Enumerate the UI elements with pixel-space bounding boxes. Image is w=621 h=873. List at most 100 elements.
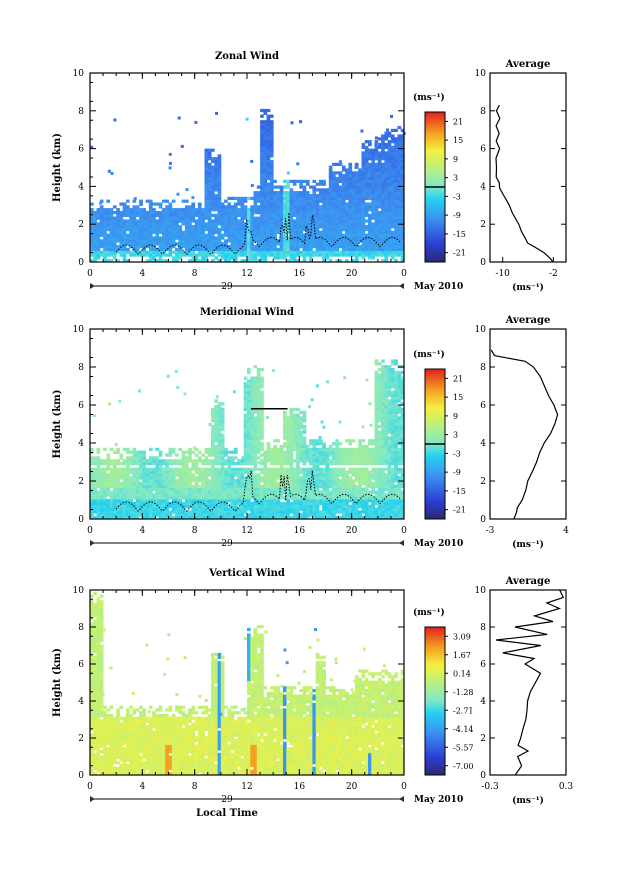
- heatmap-cell: [230, 225, 235, 229]
- heatmap-cell: [256, 242, 261, 246]
- heatmap-cell: [302, 456, 307, 460]
- heatmap-cell: [296, 213, 300, 217]
- heatmap-cell: [181, 481, 186, 486]
- heatmap-cell: [364, 182, 369, 186]
- heatmap-cell: [175, 228, 179, 232]
- heatmap-cell: [260, 510, 264, 514]
- heatmap-cell: [148, 219, 153, 223]
- heatmap-cell: [148, 199, 153, 203]
- heatmap-cell: [273, 230, 277, 234]
- heatmap-cell: [397, 208, 402, 212]
- heatmap-cell: [197, 490, 202, 494]
- heatmap-cell: [247, 499, 251, 503]
- heatmap-cell: [175, 499, 179, 503]
- heatmap-cell: [279, 450, 284, 454]
- heatmap-cell: [220, 213, 225, 217]
- heatmap-cell: [253, 199, 258, 203]
- heatmap-cell: [325, 464, 330, 469]
- heatmap-cell: [175, 510, 179, 514]
- heatmap-cell: [139, 513, 143, 517]
- heatmap-cell: [263, 182, 268, 186]
- heatmap-cell: [279, 225, 284, 229]
- heatmap-cell: [263, 476, 268, 480]
- heatmap-cell: [233, 513, 238, 517]
- heatmap-cell: [296, 467, 300, 471]
- heatmap-cell: [112, 459, 117, 463]
- y-tick-label: 2: [78, 220, 84, 230]
- heatmap-cell: [283, 462, 287, 466]
- heatmap-cell: [145, 467, 150, 471]
- heatmap-cell: [312, 236, 317, 240]
- heatmap-cell: [148, 456, 153, 460]
- heatmap-cell: [155, 504, 160, 509]
- heatmap-cell: [309, 247, 313, 251]
- heatmap-cell: [250, 487, 254, 491]
- heatmap-cell: [312, 513, 317, 517]
- heatmap-cell: [361, 242, 366, 246]
- heatmap-cell: [260, 174, 264, 178]
- heatmap-cell: [335, 188, 339, 192]
- heatmap-cell: [292, 182, 297, 186]
- heatmap-cell: [263, 507, 268, 511]
- heatmap-cell: [381, 168, 385, 172]
- heatmap-cell: [289, 236, 294, 240]
- heatmap-cell: [260, 484, 264, 488]
- heatmap-cell: [90, 239, 94, 243]
- heatmap-cell: [139, 496, 143, 500]
- heatmap-cell: [351, 504, 356, 509]
- heatmap-cell: [184, 216, 189, 220]
- heatmap-cell: [315, 464, 320, 469]
- heatmap-cell: [103, 510, 107, 514]
- heatmap-cell: [364, 202, 369, 206]
- heatmap-cell: [99, 479, 104, 483]
- heatmap-cell: [106, 456, 111, 460]
- heatmap-cell: [338, 467, 343, 471]
- heatmap-cell: [263, 484, 268, 488]
- heatmap-cell: [292, 256, 297, 260]
- heatmap-cell: [99, 213, 104, 217]
- heatmap-cell: [322, 473, 326, 477]
- heatmap-cell: [266, 145, 271, 149]
- heatmap-cell: [207, 481, 212, 486]
- heatmap-cell: [253, 501, 258, 506]
- heatmap-cell: [371, 236, 375, 240]
- heatmap-cell: [332, 470, 336, 474]
- heatmap-cell: [168, 216, 173, 220]
- heatmap-cell: [341, 253, 346, 257]
- heatmap-cell: [269, 250, 274, 254]
- heatmap-cell: [171, 496, 176, 500]
- heatmap-cell: [237, 479, 241, 483]
- heatmap-cell: [358, 439, 362, 443]
- heatmap-cell: [168, 211, 173, 215]
- heatmap-cell: [224, 499, 228, 503]
- heatmap-cell: [361, 171, 366, 175]
- heatmap-cell: [338, 160, 342, 164]
- heatmap-cell: [371, 499, 375, 503]
- heatmap-cell: [292, 459, 297, 463]
- heatmap-cell: [217, 159, 222, 164]
- heatmap-cell: [175, 242, 179, 246]
- heatmap-cell: [269, 213, 274, 217]
- heatmap-cell: [197, 484, 202, 488]
- heatmap-cell: [345, 182, 349, 186]
- heatmap-cell: [188, 479, 192, 483]
- heatmap-cell: [93, 507, 97, 511]
- heatmap-cell: [387, 140, 392, 144]
- heatmap-cell: [132, 225, 137, 229]
- heatmap-cell: [119, 253, 124, 257]
- heatmap-cell: [227, 510, 232, 514]
- heatmap-cell: [322, 507, 326, 511]
- heatmap-cell: [299, 179, 303, 183]
- heatmap-cell: [109, 481, 114, 486]
- heatmap-cell: [296, 219, 300, 223]
- heatmap-cell: [250, 376, 254, 380]
- heatmap-cell: [390, 253, 395, 257]
- heatmap-cell: [191, 242, 196, 246]
- heatmap-cell: [194, 222, 199, 226]
- heatmap-cell: [247, 513, 251, 517]
- heatmap-cell: [119, 228, 124, 232]
- heatmap-cell: [354, 236, 359, 240]
- heatmap-cell: [112, 493, 117, 497]
- heatmap-cell: [305, 490, 310, 494]
- heatmap-cell: [168, 484, 173, 488]
